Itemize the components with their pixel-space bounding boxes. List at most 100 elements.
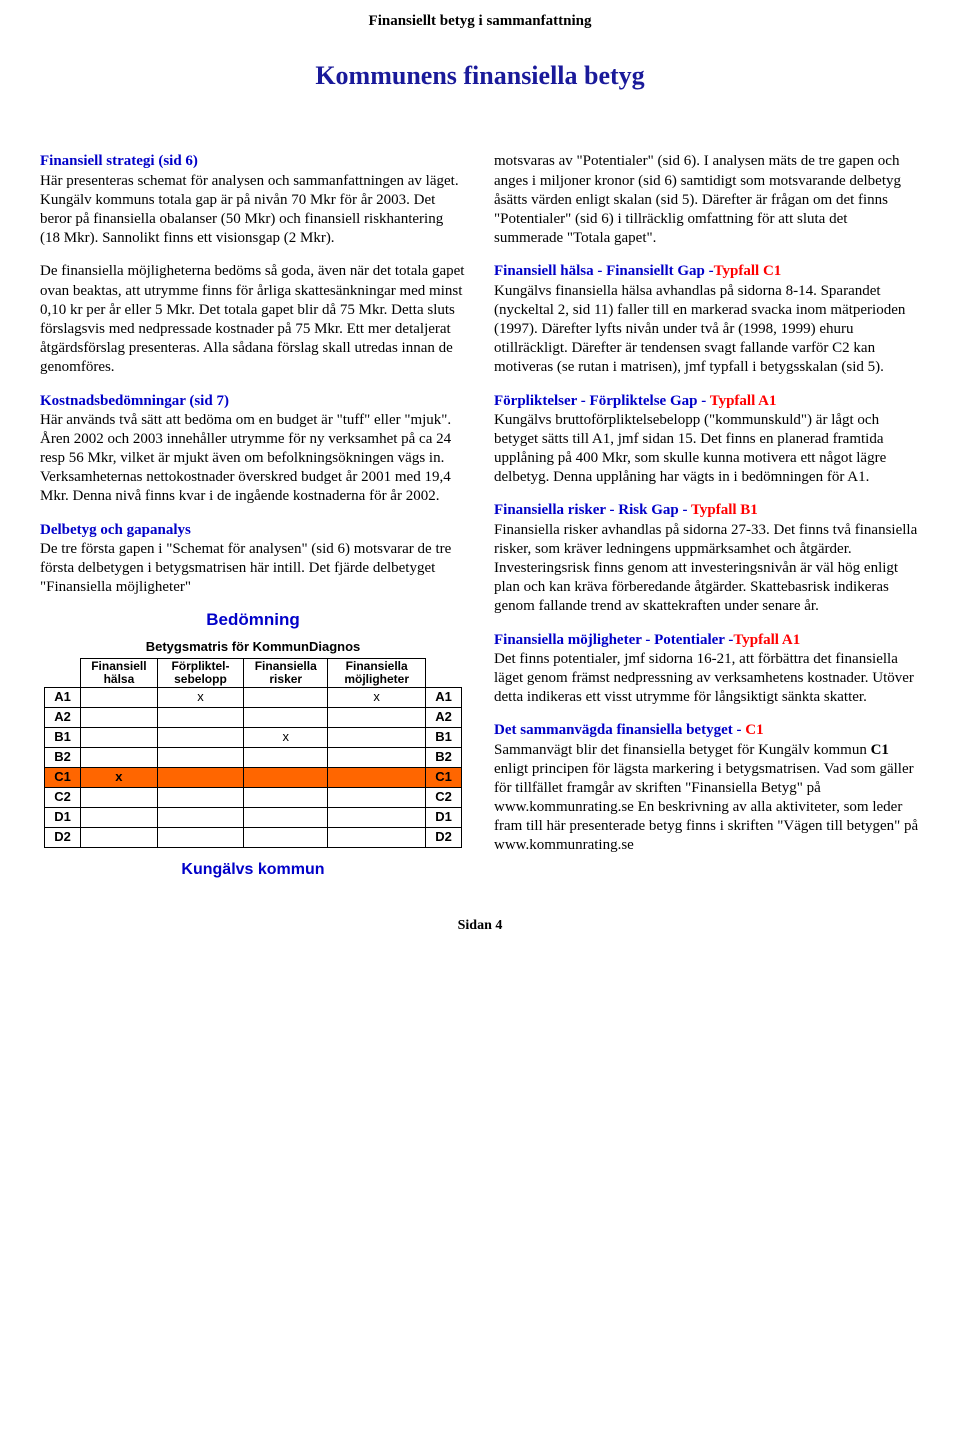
matrix-cell [244, 708, 328, 728]
summary-heading-a: Det sammanvägda finansiella betyget - [494, 722, 745, 738]
gap-heading: Delbetyg och gapanalys [40, 522, 191, 538]
cost-text: Här används två sätt att bedöma om en bu… [40, 412, 451, 505]
matrix-cell [328, 788, 426, 808]
health-paragraph: Finansiell hälsa - Finansiellt Gap -Typf… [494, 262, 920, 377]
possibilities-heading-b: Typfall A1 [733, 632, 800, 648]
health-text: Kungälvs finansiella hälsa avhandlas på … [494, 283, 905, 376]
strategy-paragraph-2: De finansiella möjligheterna bedöms så g… [40, 262, 466, 377]
matrix-col-2: Förpliktel-sebelopp [157, 658, 243, 687]
matrix-corner-blank-left [45, 658, 81, 687]
risks-paragraph: Finansiella risker - Risk Gap - Typfall … [494, 501, 920, 616]
matrix-row: B2 B2 [45, 748, 462, 768]
gap-paragraph: Delbetyg och gapanalys De tre första gap… [40, 521, 466, 598]
matrix-row-label-right: A2 [426, 708, 462, 728]
matrix-cell [328, 808, 426, 828]
matrix-cell [157, 728, 243, 748]
matrix-cell [328, 728, 426, 748]
matrix-row: A2 A2 [45, 708, 462, 728]
matrix-row-label-right: C2 [426, 788, 462, 808]
rating-matrix-table: Finansiell hälsa Förpliktel-sebelopp Fin… [44, 658, 462, 848]
matrix-cell [157, 808, 243, 828]
matrix-cell: x [81, 768, 158, 788]
matrix-cell [81, 728, 158, 748]
matrix-cell: x [244, 728, 328, 748]
matrix-cell: x [328, 688, 426, 708]
summary-heading-b: C1 [745, 722, 763, 738]
matrix-cell [244, 828, 328, 848]
right-intro: motsvaras av "Potentialer" (sid 6). I an… [494, 152, 920, 248]
obligations-paragraph: Förpliktelser - Förpliktelse Gap - Typfa… [494, 392, 920, 488]
cost-heading: Kostnadsbedömningar (sid 7) [40, 393, 229, 409]
risks-text: Finansiella risker avhandlas på sidorna … [494, 522, 917, 615]
matrix-row-label-right: B2 [426, 748, 462, 768]
matrix-header-row: Finansiell hälsa Förpliktel-sebelopp Fin… [45, 658, 462, 687]
matrix-row: D1 D1 [45, 808, 462, 828]
matrix-row-label-left: B2 [45, 748, 81, 768]
matrix-cell [244, 808, 328, 828]
matrix-row-label-left: D1 [45, 808, 81, 828]
matrix-cell: x [157, 688, 243, 708]
summary-text-a: Sammanvägt blir det finansiella betyget … [494, 742, 871, 758]
page-footer: Sidan 4 [40, 917, 920, 935]
summary-text-b: enligt principen för lägsta markering i … [494, 761, 918, 854]
matrix-col-3: Finansiella risker [244, 658, 328, 687]
matrix-row: B1 x B1 [45, 728, 462, 748]
matrix-cell [157, 768, 243, 788]
left-column: Finansiell strategi (sid 6) Här presente… [40, 152, 466, 890]
matrix-corner-blank-right [426, 658, 462, 687]
matrix-row-label-left: C2 [45, 788, 81, 808]
matrix-cell [157, 748, 243, 768]
strategy-paragraph-1: Finansiell strategi (sid 6) Här presente… [40, 152, 466, 248]
matrix-cell [328, 708, 426, 728]
matrix-cell [81, 788, 158, 808]
matrix-row-label-left: B1 [45, 728, 81, 748]
matrix-cell [328, 768, 426, 788]
health-heading-b: Typfall C1 [714, 263, 782, 279]
strategy-text-1: Här presenteras schemat för analysen och… [40, 173, 459, 247]
two-column-layout: Finansiell strategi (sid 6) Här presente… [40, 152, 920, 890]
assessment-box: Bedömning Betygsmatris för KommunDiagnos… [40, 603, 466, 890]
possibilities-heading-a: Finansiella möjligheter - Potentialer - [494, 632, 733, 648]
matrix-row: A1xxA1 [45, 688, 462, 708]
possibilities-paragraph: Finansiella möjligheter - Potentialer -T… [494, 631, 920, 708]
summary-paragraph: Det sammanvägda finansiella betyget - C1… [494, 721, 920, 855]
possibilities-text: Det finns potentialer, jmf sidorna 16-21… [494, 651, 914, 705]
matrix-cell [81, 828, 158, 848]
matrix-cell [157, 788, 243, 808]
matrix-cell [244, 768, 328, 788]
matrix-row: C1xC1 [45, 768, 462, 788]
obligations-heading-a: Förpliktelser - Förpliktelse Gap - [494, 393, 710, 409]
matrix-cell [81, 748, 158, 768]
page-header: Finansiellt betyg i sammanfattning [40, 12, 920, 31]
obligations-text: Kungälvs bruttoförpliktelsebelopp ("komm… [494, 412, 886, 486]
matrix-caption: Betygsmatris för KommunDiagnos [44, 639, 462, 656]
matrix-cell [157, 708, 243, 728]
matrix-row-label-right: D2 [426, 828, 462, 848]
summary-bold: C1 [871, 742, 889, 758]
matrix-row: D2 D2 [45, 828, 462, 848]
matrix-footer: Kungälvs kommun [44, 860, 462, 880]
matrix-cell [81, 708, 158, 728]
matrix-cell [244, 748, 328, 768]
matrix-row-label-left: D2 [45, 828, 81, 848]
risks-heading-a: Finansiella risker - Risk Gap - [494, 502, 691, 518]
matrix-row-label-left: C1 [45, 768, 81, 788]
matrix-row: C2 C2 [45, 788, 462, 808]
matrix-cell [157, 828, 243, 848]
matrix-cell [328, 748, 426, 768]
matrix-row-label-right: D1 [426, 808, 462, 828]
matrix-col-1: Finansiell hälsa [81, 658, 158, 687]
strategy-heading: Finansiell strategi (sid 6) [40, 153, 198, 169]
gap-text: De tre första gapen i "Schemat för analy… [40, 541, 451, 595]
matrix-cell [81, 808, 158, 828]
matrix-col-4: Finansiella möjligheter [328, 658, 426, 687]
risks-heading-b: Typfall B1 [691, 502, 758, 518]
matrix-row-label-right: B1 [426, 728, 462, 748]
matrix-row-label-left: A1 [45, 688, 81, 708]
matrix-row-label-right: C1 [426, 768, 462, 788]
matrix-row-label-left: A2 [45, 708, 81, 728]
matrix-cell [244, 688, 328, 708]
matrix-cell [328, 828, 426, 848]
matrix-row-label-right: A1 [426, 688, 462, 708]
assessment-title: Bedömning [44, 609, 462, 631]
